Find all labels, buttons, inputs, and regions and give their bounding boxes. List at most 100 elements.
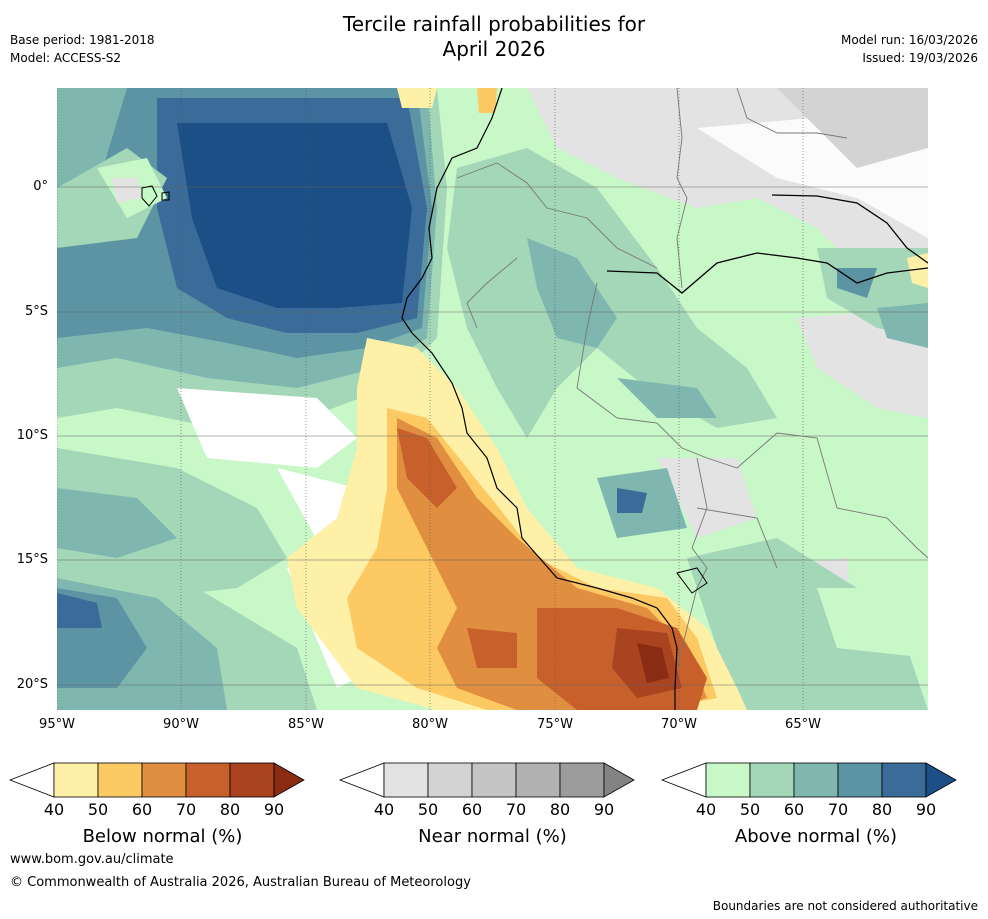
colorbar-below-tick-60: 60 <box>131 800 153 819</box>
above-normal-south-50 <box>687 538 928 710</box>
colorbar-below-tick-90: 90 <box>263 800 285 819</box>
colorbar-below-tick-50: 50 <box>87 800 109 819</box>
title-line-2: April 2026 <box>442 37 546 61</box>
colorbar-below-high-arrow <box>273 762 305 798</box>
base-period: Base period: 1981-2018 <box>10 33 155 47</box>
colorbar-below-swatch-60 <box>141 762 187 798</box>
meta-left: Base period: 1981-2018 Model: ACCESS-S2 <box>10 31 155 67</box>
colorbar-below-tick-70: 70 <box>175 800 197 819</box>
above-normal-land-50 <box>447 148 777 438</box>
near-normal-ne <box>777 88 928 168</box>
colorbar-above-high-arrow <box>925 762 957 798</box>
above-normal-land-60b <box>617 378 717 418</box>
above-normal-south-40 <box>817 588 928 658</box>
colorbar-near-tick-40: 40 <box>373 800 395 819</box>
lat-label-20s: 20°S <box>16 677 48 692</box>
colorbar-above-tick-60: 60 <box>783 800 805 819</box>
colorbar-above-swatch-70 <box>837 762 883 798</box>
model-name: Model: ACCESS-S2 <box>10 51 122 65</box>
colorbar-below-tick-80: 80 <box>219 800 241 819</box>
amazon-river <box>606 252 928 294</box>
issued-date: Issued: 19/03/2026 <box>862 51 978 65</box>
lon-label-95w: 95°W <box>39 717 75 732</box>
colorbar-above-tick-70: 70 <box>827 800 849 819</box>
ocean-south-50 <box>57 448 287 598</box>
meta-right: Model run: 16/03/2026 Issued: 19/03/2026 <box>841 31 978 67</box>
colorbar-above-swatch-60 <box>793 762 839 798</box>
map-svg <box>57 88 928 710</box>
colorbar-above-normal <box>660 762 957 798</box>
colorbar-above-swatch-80 <box>881 762 927 798</box>
lat-label-5s: 5°S <box>24 304 48 319</box>
lon-label-80w: 80°W <box>412 717 448 732</box>
probability-map[interactable] <box>57 88 928 710</box>
coastline <box>401 88 678 710</box>
colorbar-below-swatch-40 <box>53 762 99 798</box>
colorbar-below-tick-40: 40 <box>43 800 65 819</box>
lat-label-10s: 10°S <box>16 428 48 443</box>
lon-label-75w: 75°W <box>537 717 573 732</box>
colorbar-near-tick-70: 70 <box>505 800 527 819</box>
colorbar-above-low-arrow <box>660 762 707 798</box>
colorbar-above-tick-50: 50 <box>739 800 761 819</box>
colorbar-label-above: Above normal (%) <box>734 826 898 847</box>
above-normal-ne-60 <box>877 303 928 348</box>
below-normal-70-west <box>467 628 517 668</box>
lat-label-15s: 15°S <box>16 552 48 567</box>
colorbar-below-normal <box>8 762 305 798</box>
title-line-1: Tercile rainfall probabilities for <box>342 12 646 36</box>
colorbar-above-tick-40: 40 <box>695 800 717 819</box>
below-normal-north-strip <box>397 88 437 108</box>
white-ocean-1 <box>177 388 357 468</box>
lon-label-90w: 90°W <box>163 717 199 732</box>
above-normal-land-60 <box>527 238 617 348</box>
chart-title: Tercile rainfall probabilities for April… <box>0 12 988 62</box>
above-normal-land-80 <box>617 488 647 513</box>
below-normal-90 <box>637 643 669 683</box>
footer-disclaimer: Boundaries are not considered authoritat… <box>712 899 978 913</box>
colorbar-near-high-arrow <box>603 762 635 798</box>
colorbar-above-tick-90: 90 <box>915 800 937 819</box>
ocean-90 <box>177 123 412 308</box>
ocean-sw-80 <box>57 593 102 628</box>
colorbar-label-below: Below normal (%) <box>82 826 243 847</box>
parallels <box>57 186 928 686</box>
galapagos-islet <box>161 191 170 201</box>
colorbars-svg <box>8 762 957 798</box>
colorbar-below-swatch-80 <box>229 762 275 798</box>
colorbar-near-low-arrow <box>338 762 385 798</box>
lat-label-0: 0° <box>33 179 48 194</box>
colorbar-near-tick-90: 90 <box>593 800 615 819</box>
lon-label-85w: 85°W <box>288 717 324 732</box>
colorbar-label-near: Near normal (%) <box>418 826 567 847</box>
amazon-north-bank <box>771 194 928 264</box>
colorbar-near-swatch-60 <box>471 762 517 798</box>
colorbar-near-swatch-70 <box>515 762 561 798</box>
model-run: Model run: 16/03/2026 <box>840 33 978 47</box>
below-normal-70-north <box>397 428 457 508</box>
colorbar-above-swatch-50 <box>749 762 795 798</box>
lon-label-70w: 70°W <box>661 717 697 732</box>
ocean-south-60 <box>57 488 177 558</box>
near-normal-galapagos <box>112 178 142 203</box>
country-borders <box>456 88 928 669</box>
colorbar-near-normal <box>338 762 635 798</box>
footer-url[interactable]: www.bom.gov.au/climate <box>10 852 174 867</box>
colorbar-near-swatch-40 <box>383 762 429 798</box>
colorbar-near-tick-50: 50 <box>417 800 439 819</box>
lake-titicaca <box>676 567 708 594</box>
colorbar-near-tick-60: 60 <box>461 800 483 819</box>
colorbar-near-tick-80: 80 <box>549 800 571 819</box>
footer-copyright: © Commonwealth of Australia 2026, Austra… <box>10 875 471 890</box>
colorbar-near-swatch-80 <box>559 762 605 798</box>
colorbar-above-tick-80: 80 <box>871 800 893 819</box>
colorbar-below-low-arrow <box>8 762 55 798</box>
lon-label-65w: 65°W <box>785 717 821 732</box>
below-normal-north-dot <box>477 88 497 113</box>
colorbar-above-swatch-40 <box>705 762 751 798</box>
galapagos-islands <box>141 185 158 207</box>
below-normal-east-edge <box>907 253 928 288</box>
colorbar-near-swatch-50 <box>427 762 473 798</box>
near-normal-central <box>657 458 757 538</box>
colorbar-below-swatch-70 <box>185 762 231 798</box>
